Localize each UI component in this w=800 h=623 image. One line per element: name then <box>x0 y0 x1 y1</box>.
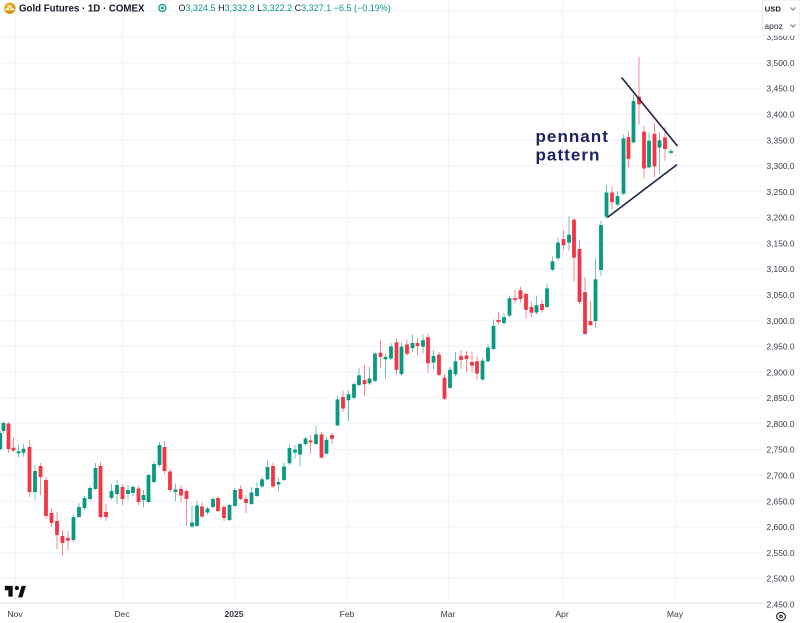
svg-text:2,800.0: 2,800.0 <box>767 419 795 429</box>
svg-text:Dec: Dec <box>114 609 130 619</box>
svg-text:3,150.0: 3,150.0 <box>767 238 795 248</box>
svg-text:O3,324.5 H3,332.8 L3,322.2: O3,324.5 H3,332.8 L3,322.2 C3,327.1 −6.5… <box>179 3 391 13</box>
svg-text:apoz: apoz <box>764 21 782 31</box>
svg-text:3,100.0: 3,100.0 <box>767 264 795 274</box>
svg-text:2,950.0: 2,950.0 <box>767 342 795 352</box>
svg-text:2,650.0: 2,650.0 <box>767 496 795 506</box>
svg-text:3,350.0: 3,350.0 <box>767 135 795 145</box>
svg-text:3,050.0: 3,050.0 <box>767 290 795 300</box>
svg-text:Nov: Nov <box>7 609 23 619</box>
svg-text:2,750.0: 2,750.0 <box>767 445 795 455</box>
svg-text:2,700.0: 2,700.0 <box>767 471 795 481</box>
svg-text:pattern: pattern <box>536 146 601 165</box>
svg-text:Feb: Feb <box>340 609 355 619</box>
svg-text:2025: 2025 <box>224 609 243 619</box>
svg-text:3,500.0: 3,500.0 <box>767 58 795 68</box>
svg-text:3,000.0: 3,000.0 <box>767 316 795 326</box>
svg-text:3,400.0: 3,400.0 <box>767 110 795 120</box>
svg-text:2,600.0: 2,600.0 <box>767 522 795 532</box>
svg-text:May: May <box>667 609 684 619</box>
svg-text:USD: USD <box>765 5 782 14</box>
svg-text:3,250.0: 3,250.0 <box>767 187 795 197</box>
svg-text:2,900.0: 2,900.0 <box>767 367 795 377</box>
svg-text:2,450.0: 2,450.0 <box>767 599 795 609</box>
svg-text:Mar: Mar <box>441 609 456 619</box>
svg-text:3,450.0: 3,450.0 <box>767 84 795 94</box>
svg-text:pennant: pennant <box>536 127 609 146</box>
svg-text:Apr: Apr <box>555 609 569 619</box>
svg-text:Gold Futures · 1D · COMEX: Gold Futures · 1D · COMEX <box>19 3 145 14</box>
svg-text:3,200.0: 3,200.0 <box>767 213 795 223</box>
svg-text:3,300.0: 3,300.0 <box>767 161 795 171</box>
svg-text:2,500.0: 2,500.0 <box>767 574 795 584</box>
svg-text:2,550.0: 2,550.0 <box>767 548 795 558</box>
svg-text:3,550.0: 3,550.0 <box>767 32 795 42</box>
svg-text:2,850.0: 2,850.0 <box>767 393 795 403</box>
